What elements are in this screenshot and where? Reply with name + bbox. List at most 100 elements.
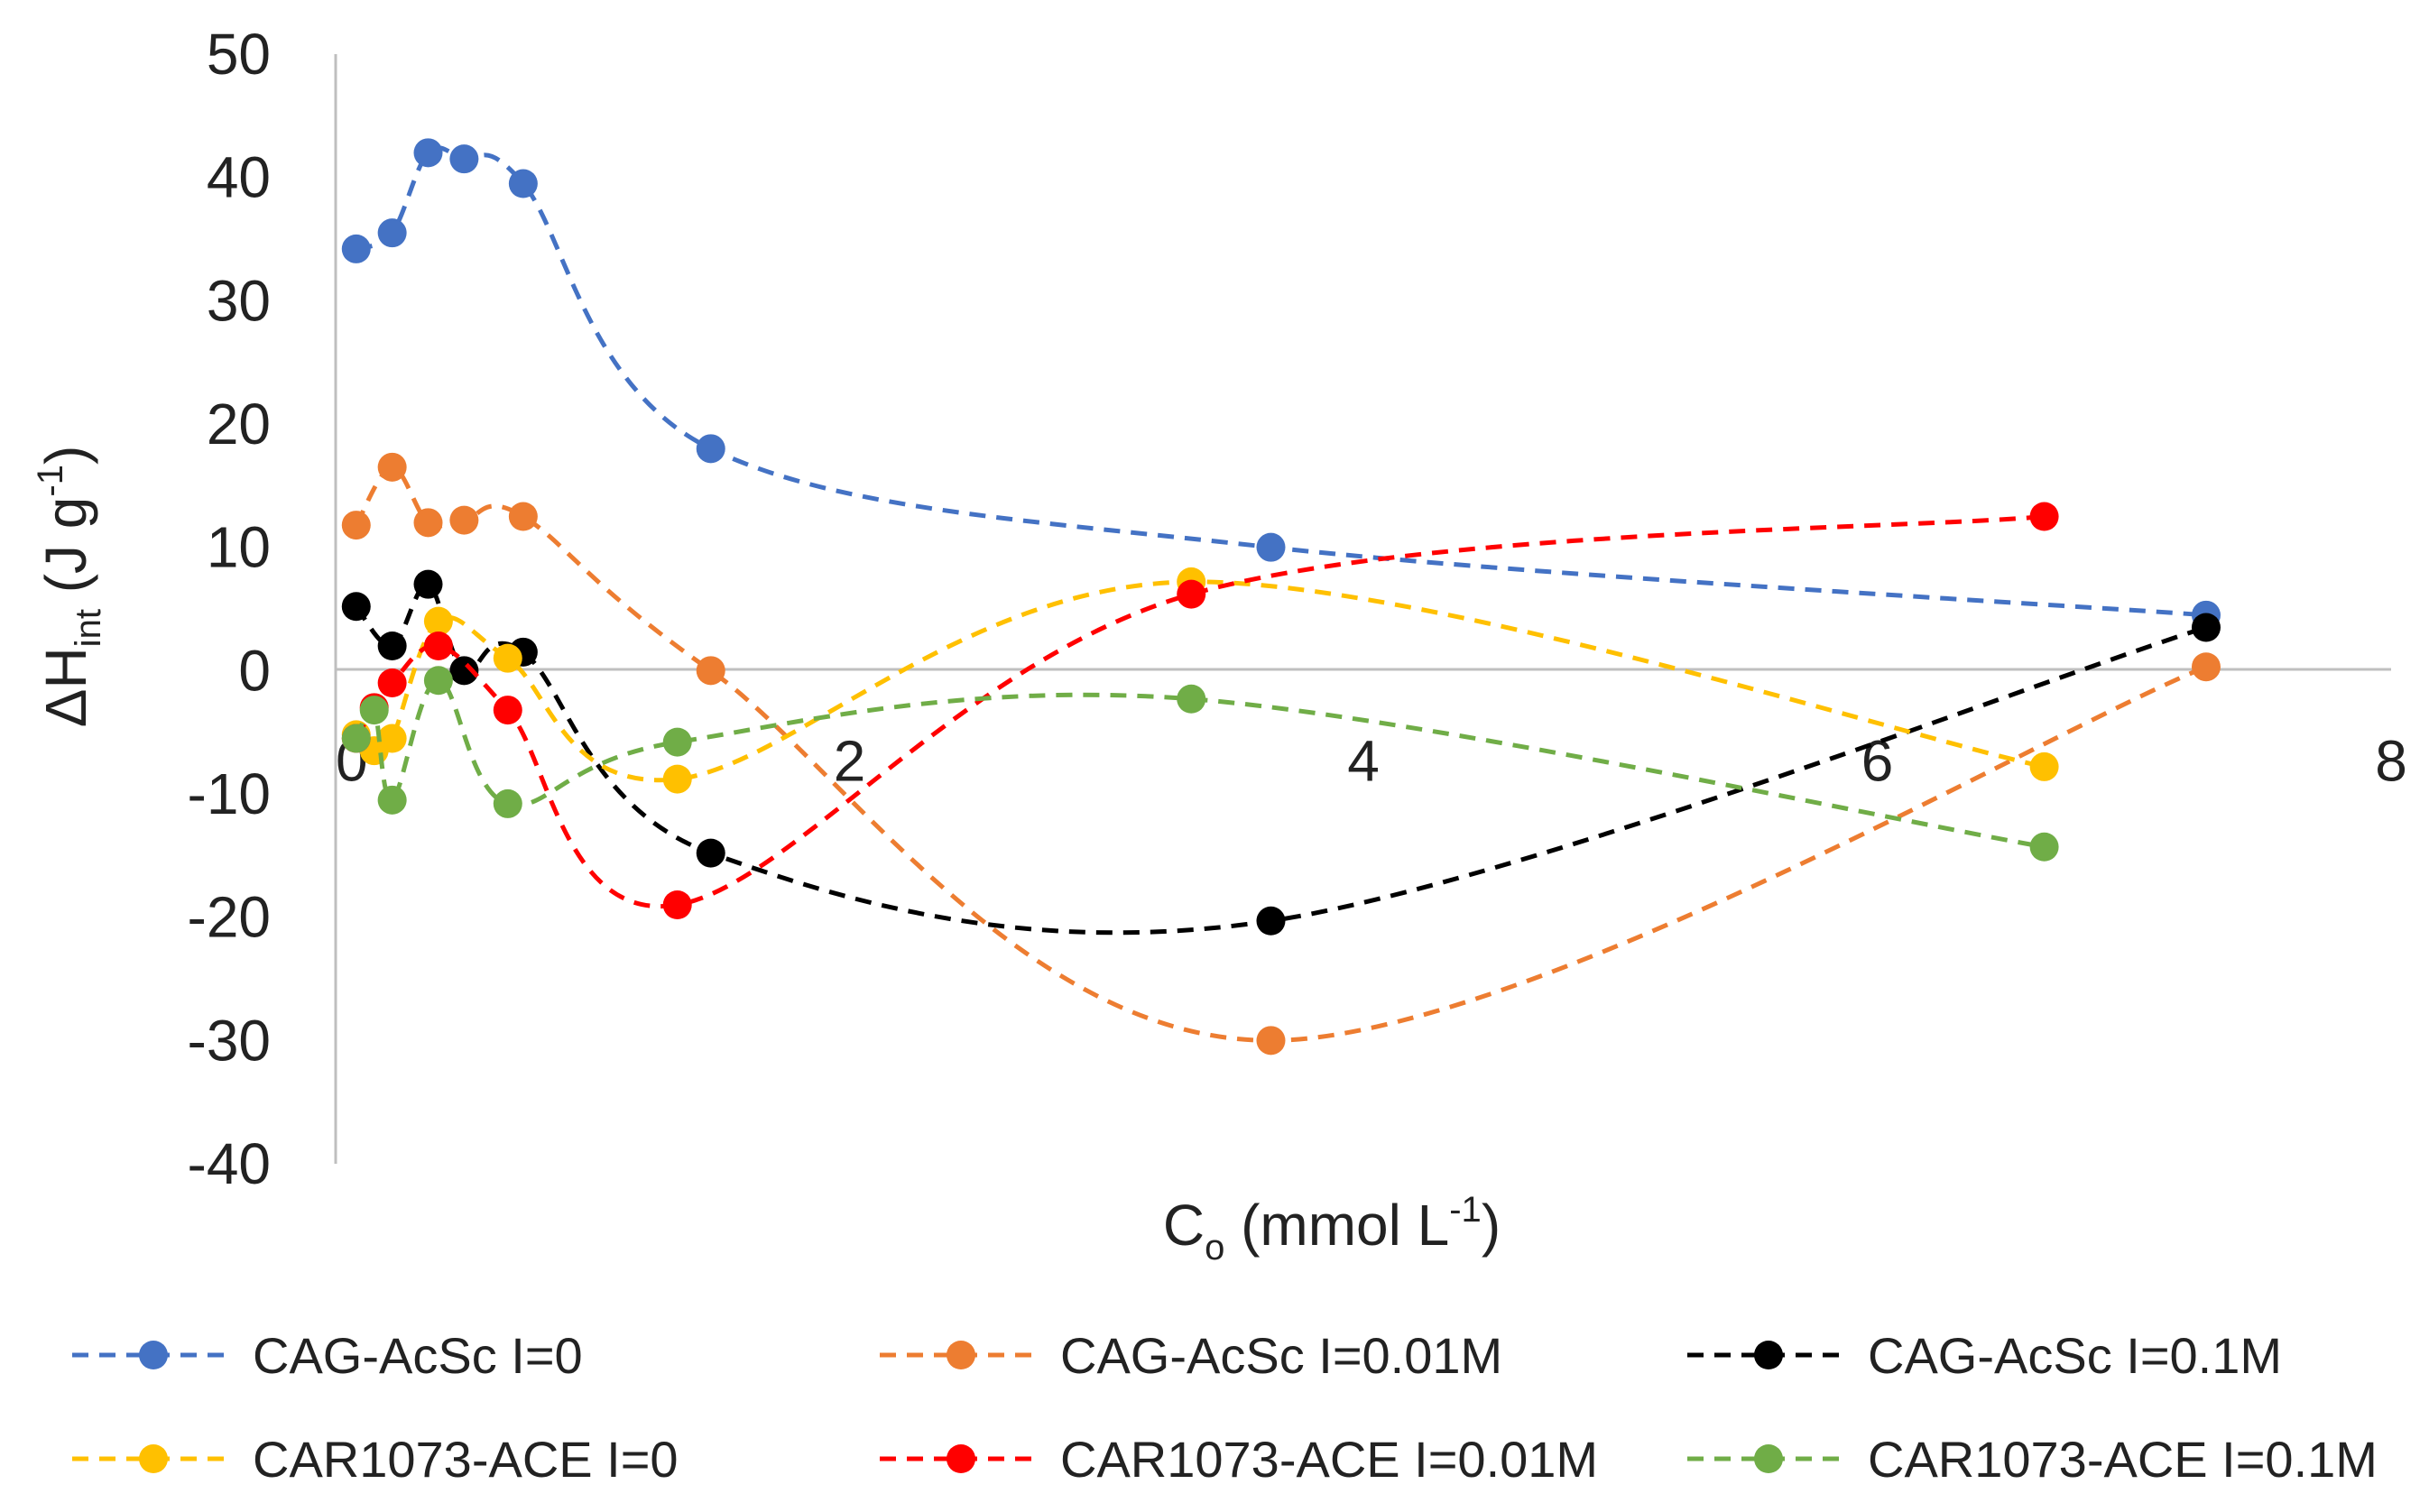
series-line bbox=[354, 678, 2046, 850]
x-tick-label: 2 bbox=[834, 728, 866, 793]
legend-item: CAG-AcSc I=0.1M bbox=[1687, 1327, 2282, 1384]
y-tick-label: 50 bbox=[207, 22, 271, 87]
series-2 bbox=[341, 452, 2221, 1056]
data-point bbox=[413, 508, 443, 538]
legend-label: CAG-AcSc I=0.01M bbox=[1060, 1327, 1502, 1384]
legend-label: CAR1073-ACE I=0 bbox=[253, 1431, 679, 1488]
x-axis-title-main: C bbox=[1163, 1193, 1205, 1258]
y-axis-title-unit: (J g bbox=[33, 497, 98, 609]
data-point bbox=[449, 656, 479, 686]
data-point bbox=[662, 764, 692, 794]
data-point bbox=[377, 452, 407, 482]
data-point bbox=[423, 632, 453, 660]
series-5 bbox=[341, 502, 2059, 919]
legend-label: CAG-AcSc I=0 bbox=[253, 1327, 583, 1384]
legend-item: CAR1073-ACE I=0.1M bbox=[1687, 1431, 2378, 1488]
x-tick-label: 8 bbox=[2375, 728, 2407, 793]
data-point bbox=[1177, 579, 1206, 609]
data-point bbox=[1256, 532, 1286, 562]
y-axis-title-subscript: int bbox=[69, 609, 108, 647]
data-point bbox=[341, 511, 371, 540]
y-axis-title: ΔHint (J g-1) bbox=[31, 446, 108, 728]
data-point bbox=[493, 643, 522, 673]
y-tick-labels: 50 40 30 20 10 0 -10 -20 -30 -40 bbox=[188, 22, 272, 1196]
legend-marker bbox=[1754, 1444, 1783, 1473]
y-tick-label: -40 bbox=[188, 1131, 272, 1196]
y-tick-label: 10 bbox=[207, 515, 271, 580]
legend-item: CAR1073-ACE I=0 bbox=[72, 1431, 679, 1488]
y-axis-title-superscript: -1 bbox=[31, 465, 70, 497]
data-point bbox=[508, 502, 538, 531]
data-point bbox=[377, 785, 407, 815]
y-tick-label: -20 bbox=[188, 885, 272, 950]
legend-marker bbox=[1754, 1341, 1783, 1369]
data-point bbox=[1256, 1026, 1286, 1056]
data-point bbox=[2029, 832, 2059, 862]
data-point bbox=[377, 218, 407, 248]
series-line bbox=[355, 145, 2207, 618]
y-tick-label: 0 bbox=[238, 638, 271, 703]
data-point bbox=[1256, 906, 1286, 936]
y-tick-label: 40 bbox=[207, 145, 271, 210]
legend: CAG-AcSc I=0 CAG-AcSc I=0.01M CAG-AcSc I=0… bbox=[72, 1327, 2378, 1488]
x-tick-label: 4 bbox=[1347, 728, 1380, 793]
x-axis-title-unit: (mmol L bbox=[1224, 1193, 1449, 1258]
y-axis-title-main: ΔH bbox=[33, 647, 98, 727]
series-3 bbox=[341, 569, 2221, 936]
data-point bbox=[423, 666, 453, 696]
x-axis-title-superscript: -1 bbox=[1449, 1190, 1482, 1230]
data-point bbox=[359, 696, 389, 725]
data-point bbox=[377, 724, 407, 753]
y-tick-label: 20 bbox=[207, 392, 271, 456]
data-point bbox=[423, 606, 453, 636]
data-point bbox=[493, 696, 522, 725]
x-axis-title-subscript: o bbox=[1205, 1228, 1224, 1268]
series-6 bbox=[341, 666, 2059, 862]
series-line bbox=[354, 582, 2207, 936]
x-axis-title: Co (mmol L-1) bbox=[1163, 1190, 1501, 1268]
legend-item: CAG-AcSc I=0 bbox=[72, 1327, 583, 1384]
data-point bbox=[1177, 684, 1206, 714]
data-point bbox=[493, 788, 522, 818]
data-point bbox=[413, 569, 443, 599]
data-point bbox=[2191, 652, 2221, 682]
y-tick-label: -10 bbox=[188, 761, 272, 826]
data-point bbox=[377, 632, 407, 660]
series-line bbox=[354, 465, 2207, 1043]
data-point bbox=[341, 724, 371, 753]
data-point bbox=[2029, 502, 2059, 531]
data-point bbox=[377, 668, 407, 697]
data-point bbox=[413, 138, 443, 168]
data-point bbox=[2029, 751, 2059, 781]
data-point bbox=[449, 144, 479, 174]
legend-marker bbox=[139, 1444, 168, 1473]
legend-marker bbox=[947, 1444, 975, 1473]
legend-label: CAR1073-ACE I=0.01M bbox=[1060, 1431, 1598, 1488]
legend-label: CAR1073-ACE I=0.1M bbox=[1868, 1431, 2378, 1488]
data-point bbox=[341, 234, 371, 263]
data-point bbox=[696, 838, 725, 868]
legend-item: CAR1073-ACE I=0.01M bbox=[880, 1431, 1598, 1488]
data-point bbox=[696, 656, 725, 686]
y-axis-title-close: ) bbox=[33, 446, 98, 465]
series-line bbox=[354, 579, 2046, 783]
y-tick-label: -30 bbox=[188, 1008, 272, 1073]
data-point bbox=[662, 727, 692, 757]
legend-marker bbox=[139, 1341, 168, 1369]
data-point bbox=[2191, 613, 2221, 642]
x-axis-title-close: ) bbox=[1482, 1193, 1501, 1258]
data-point bbox=[341, 592, 371, 622]
legend-item: CAG-AcSc I=0.01M bbox=[880, 1327, 1502, 1384]
y-tick-label: 30 bbox=[207, 268, 271, 333]
data-point bbox=[449, 505, 479, 535]
axes bbox=[334, 54, 2391, 1164]
series-group bbox=[341, 138, 2221, 1056]
legend-label: CAG-AcSc I=0.1M bbox=[1868, 1327, 2282, 1384]
data-point bbox=[696, 434, 725, 464]
data-point bbox=[662, 890, 692, 919]
series-1 bbox=[341, 138, 2221, 630]
data-point bbox=[508, 169, 538, 198]
legend-marker bbox=[947, 1341, 975, 1369]
